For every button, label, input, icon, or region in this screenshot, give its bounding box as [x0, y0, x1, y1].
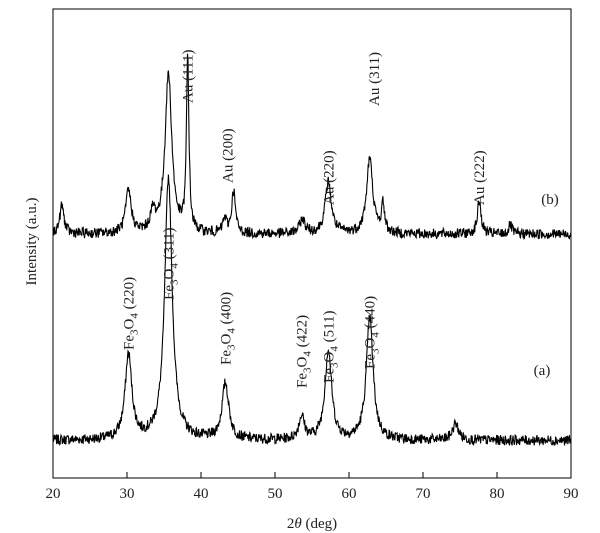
peak-label-part: 3 [129, 329, 141, 335]
peak-label-part: Fe [363, 354, 379, 369]
peak-label-part: O [218, 334, 234, 345]
fe3o4-peak-label: Fe3O4 (311) [161, 227, 180, 300]
fe3o4-peak-label: Fe3O4 (220) [122, 277, 141, 350]
series-label-a: (a) [534, 363, 551, 379]
peak-label-part: 4 [168, 263, 180, 269]
au-peak-label: Au (111) [181, 50, 197, 103]
x-tick-label: 40 [194, 486, 209, 502]
plot-area-border [52, 8, 572, 479]
x-axis-title: 2θ (deg) [287, 516, 337, 532]
x-tick-label: 20 [46, 486, 61, 502]
x-tick-label: 90 [564, 486, 579, 502]
x-tick-label: 60 [342, 486, 357, 502]
peak-label-part: 4 [370, 332, 382, 338]
au-peak-label: Au (200) [221, 128, 237, 183]
series-lines [52, 53, 572, 447]
peak-label-part: Fe [295, 373, 311, 388]
peak-label-part: O [161, 269, 177, 280]
x-axis-title-part: (deg) [302, 516, 337, 532]
peak-label-part: 4 [302, 351, 314, 357]
fe3o4-peak-label: Fe3O4 (511) [321, 310, 340, 383]
series-label-b: (b) [541, 192, 559, 208]
series-line-b [52, 53, 572, 240]
peak-label-part: O [363, 338, 379, 349]
plot-frame [52, 8, 572, 479]
au-peak-label: Au (220) [321, 150, 337, 205]
peak-label-part: O [321, 352, 337, 363]
peak-label-part: 4 [225, 328, 237, 334]
series-line-a [52, 174, 572, 447]
peak-label-part: (311) [161, 227, 177, 263]
peak-label-part: (220) [122, 277, 138, 313]
y-axis-title: Intensity (a.u.) [24, 198, 40, 286]
peak-label-part: (400) [218, 292, 234, 328]
peak-label-part: 3 [370, 348, 382, 354]
peak-label-part: Fe [122, 335, 138, 350]
peak-label-part: 3 [302, 367, 314, 373]
x-tick-label: 30 [120, 486, 135, 502]
x-tick-label: 80 [490, 486, 505, 502]
peak-label-part: 3 [168, 279, 180, 285]
peak-label-part: Fe [161, 285, 177, 300]
series-labels: (a) (b) [534, 192, 559, 379]
peak-label-part: 4 [328, 346, 340, 352]
x-axis-title-part: θ [294, 516, 302, 532]
peak-label-part: Fe [218, 350, 234, 365]
peak-label-part: 3 [225, 344, 237, 350]
au-peak-label: Au (222) [472, 150, 488, 205]
peak-label-part: O [295, 357, 311, 368]
peak-label-part: (440) [363, 296, 379, 332]
fe3o4-peak-label: Fe3O4 (400) [218, 292, 237, 365]
fe3o4-peak-label: Fe3O4 (440) [363, 296, 382, 369]
au-peak-label: Au (311) [367, 52, 383, 106]
peak-annotations: Fe3O4 (220) Fe3O4 (311)Fe3O4 (400)Fe3O4 (… [122, 50, 489, 388]
peak-label-part: O [122, 319, 138, 330]
peak-label-part: 4 [129, 313, 141, 319]
x-tick-label: 50 [268, 486, 283, 502]
peak-label-part: Fe [321, 368, 337, 383]
fe3o4-peak-label: Fe3O4 (422) [295, 315, 314, 388]
x-axis-title-part: 2 [287, 516, 295, 532]
x-tick-label: 70 [416, 486, 431, 502]
x-axis-ticks: 20 30 40 50 60 70 80 90 [46, 472, 579, 502]
peak-label-part: 3 [328, 362, 340, 368]
peak-label-part: (511) [321, 310, 337, 346]
peak-label-part: (422) [295, 315, 311, 351]
